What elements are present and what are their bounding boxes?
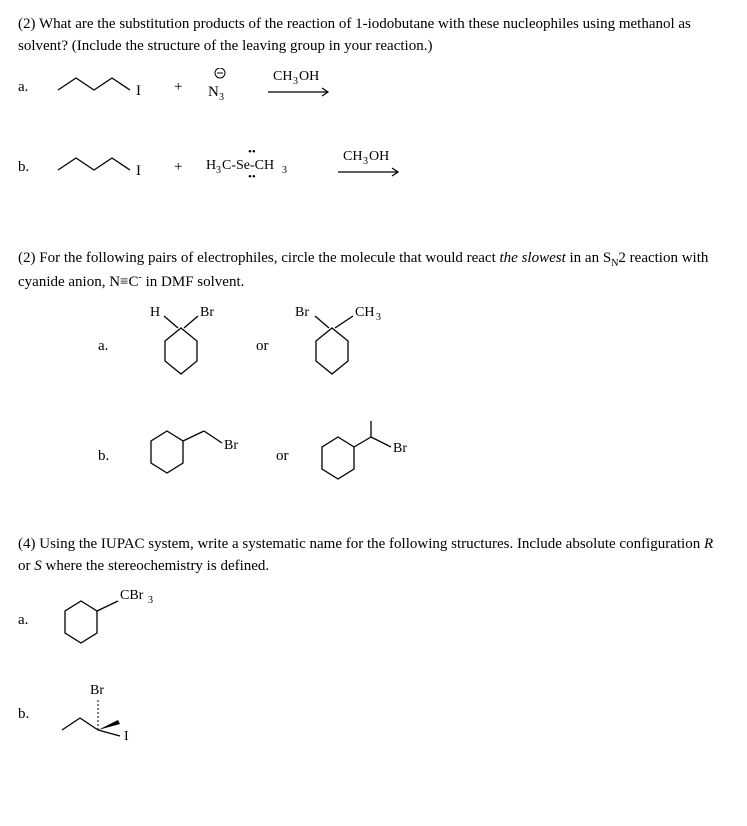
svg-text:••: ••: [248, 171, 256, 183]
svg-text:CH: CH: [273, 69, 292, 84]
svg-text:CH: CH: [355, 305, 374, 320]
q2a-a-label: a.: [18, 79, 38, 96]
plus-sign: +: [174, 79, 182, 96]
q4-prompt-pre: (4) Using the IUPAC system, write a syst…: [18, 536, 704, 552]
q2a-part-b-row: b. I + •• H 3 C-Se-CH 3 •• CH 3 OH: [18, 147, 729, 188]
q4-a-label: a.: [18, 612, 38, 629]
q2b-prompt-post1: in an S: [566, 250, 611, 266]
cyclohexane-cbr3: CBr 3: [56, 587, 186, 654]
q4-prompt-mid: or: [18, 558, 34, 574]
q2a-prompt: (2) What are the substitution products o…: [18, 14, 729, 58]
svg-text:H: H: [150, 305, 160, 320]
svg-text:CH: CH: [343, 149, 362, 164]
q2b-a-label: a.: [98, 338, 118, 355]
q2a-b-label: b.: [18, 159, 38, 176]
cyclohexylmethyl-br: Br: [142, 419, 252, 494]
azide-reagent: N 3: [200, 68, 240, 107]
svg-text:3: 3: [363, 156, 368, 167]
q4-part-b-row: b. Br I: [18, 682, 729, 747]
reaction-arrow-a: CH 3 OH: [258, 68, 348, 107]
q2b-prompt: (2) For the following pairs of electroph…: [18, 248, 729, 294]
q2b-prompt-pre: (2) For the following pairs of electroph…: [18, 250, 500, 266]
q4-prompt-r: R: [704, 536, 713, 552]
svg-text:CBr: CBr: [120, 588, 144, 603]
or-b: or: [276, 448, 289, 465]
svg-text:••: ••: [248, 147, 256, 158]
q2b-pair-a: a. H Br or Br CH 3: [128, 304, 729, 389]
svg-text:Br: Br: [90, 683, 104, 698]
q2b-pair-b: b. Br or Br: [128, 419, 729, 494]
plus-sign-b: +: [174, 159, 182, 176]
butyl-iodide-structure: I: [56, 72, 156, 103]
svg-text:Br: Br: [224, 438, 238, 453]
q2b-prompt-italic: the slowest: [500, 250, 566, 266]
reaction-arrow-b: CH 3 OH: [328, 148, 418, 187]
q2b-prompt-post3: in DMF solvent.: [142, 274, 245, 290]
svg-text:Br: Br: [295, 305, 309, 320]
svg-text:3: 3: [282, 165, 287, 176]
butyl-iodide-structure-b: I: [56, 152, 156, 183]
svg-text:3: 3: [219, 92, 224, 102]
cyclohexane-h-br: H Br: [142, 304, 232, 389]
q4-part-a-row: a. CBr 3: [18, 587, 729, 654]
q4-b-label: b.: [18, 706, 38, 723]
q4-prompt: (4) Using the IUPAC system, write a syst…: [18, 534, 729, 578]
stereo-br-i-structure: Br I: [56, 682, 166, 747]
svg-text:OH: OH: [299, 69, 319, 84]
svg-text:3: 3: [293, 76, 298, 87]
svg-text:3: 3: [148, 595, 153, 606]
q4-prompt-s: S: [34, 558, 42, 574]
svg-text:I: I: [136, 83, 141, 98]
svg-text:Br: Br: [200, 305, 214, 320]
q2a-part-a-row: a. I + N 3 CH 3 OH: [18, 68, 729, 107]
q2b-b-label: b.: [98, 448, 118, 465]
cyclohexane-br-ch3: Br CH 3: [293, 304, 393, 389]
svg-text:I: I: [136, 163, 141, 178]
svg-text:OH: OH: [369, 149, 389, 164]
svg-text:3: 3: [376, 312, 381, 323]
svg-text:Br: Br: [393, 441, 407, 456]
svg-text:N: N: [208, 84, 219, 100]
svg-text:3: 3: [216, 165, 221, 176]
dimethyl-selenide-reagent: •• H 3 C-Se-CH 3 ••: [200, 147, 310, 188]
q4-prompt-post: where the stereochemistry is defined.: [42, 558, 269, 574]
svg-text:H: H: [206, 158, 216, 173]
or-a: or: [256, 338, 269, 355]
svg-text:I: I: [124, 729, 129, 742]
methylcyclohexyl-br: Br: [313, 419, 433, 494]
